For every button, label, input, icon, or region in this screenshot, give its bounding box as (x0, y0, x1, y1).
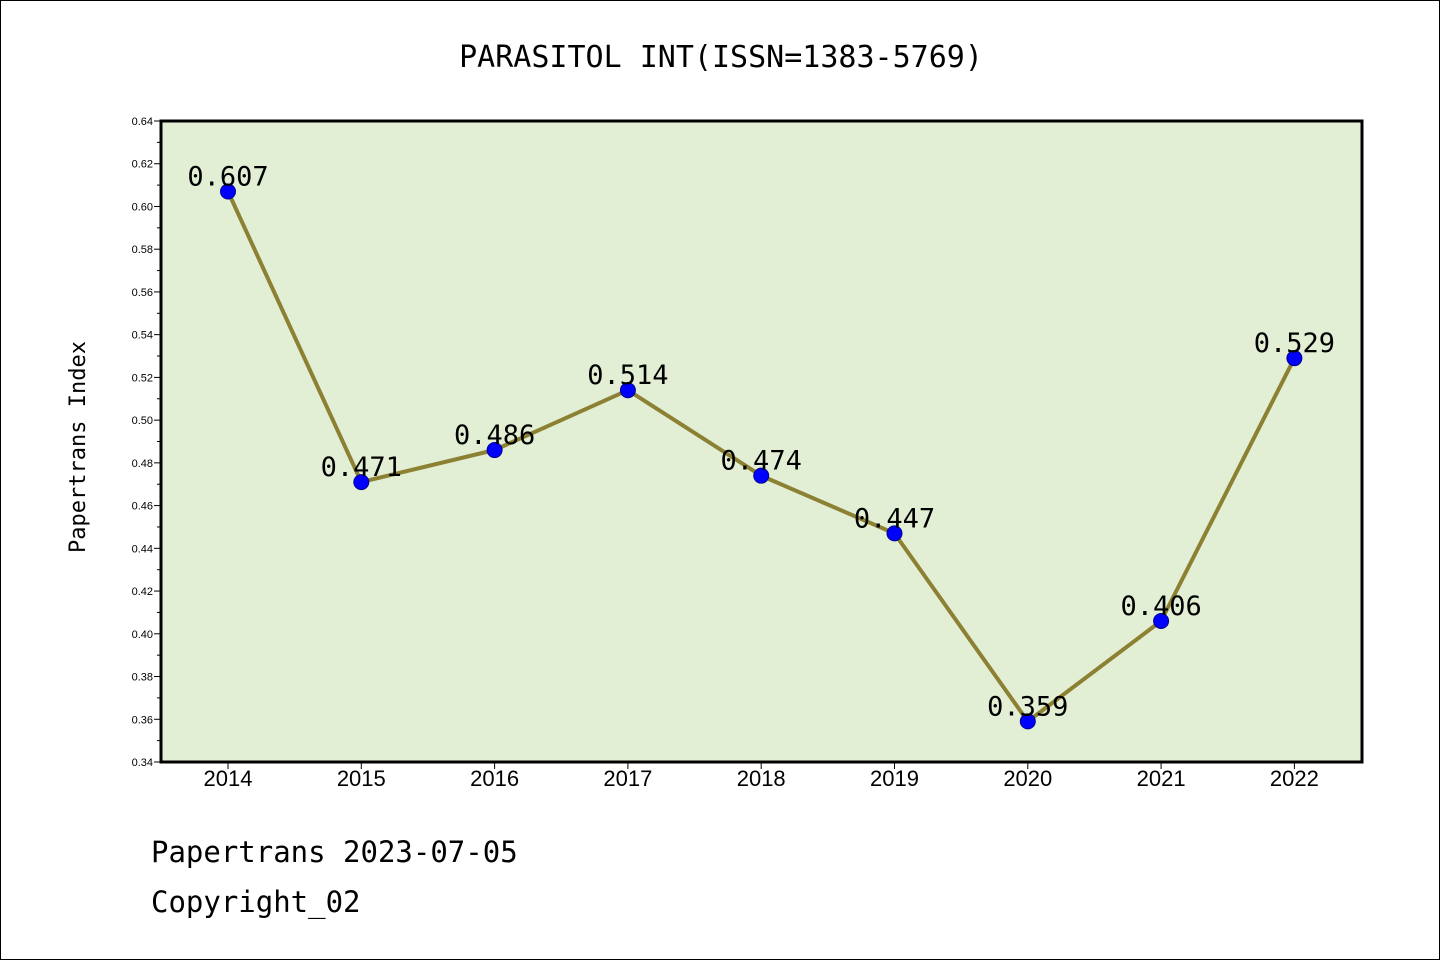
x-tick-label: 2021 (1137, 766, 1186, 791)
y-tick-label: 0.62 (132, 159, 153, 171)
data-label: 0.607 (187, 162, 268, 193)
y-tick-label: 0.52 (132, 372, 153, 384)
data-labels: 0.607 0.471 0.486 0.514 0.474 0.447 0.359 0.406… (187, 162, 1335, 723)
x-tick-label: 2017 (603, 766, 652, 791)
plot-area (161, 121, 1362, 762)
y-tick-label: 0.58 (132, 244, 153, 256)
x-tick-label: 2014 (204, 766, 253, 791)
y-tick-label: 0.64 (132, 116, 153, 128)
x-tick-label: 2022 (1270, 766, 1319, 791)
x-tick-label: 2019 (870, 766, 919, 791)
y-tick-label: 0.48 (132, 458, 153, 470)
footer-date: Papertrans 2023-07-05 (151, 835, 518, 869)
y-tick-label: 0.36 (132, 714, 153, 726)
data-point (486, 442, 503, 459)
data-point (886, 525, 903, 542)
x-tick-label: 2016 (470, 766, 519, 791)
y-tick-label: 0.34 (132, 757, 153, 769)
y-tick-label: 0.56 (132, 287, 153, 299)
y-tick-label: 0.40 (132, 629, 153, 641)
y-tick-label: 0.50 (132, 415, 153, 427)
data-point (619, 382, 636, 399)
data-label: 0.529 (1254, 328, 1335, 359)
data-label: 0.486 (454, 420, 535, 451)
x-axis: 2014 2015 2016 2017 2018 2019 2020 2021 2022 (204, 762, 1319, 791)
y-axis: 0.34 0.36 0.38 0.40 0.42 0.44 0.46 0.48 0.50 0.52… (132, 116, 161, 769)
data-point (1286, 350, 1303, 367)
y-tick-label: 0.38 (132, 672, 153, 684)
data-point (1153, 612, 1170, 629)
data-point (1019, 713, 1036, 730)
data-point (220, 183, 236, 200)
y-tick-label: 0.54 (132, 330, 153, 342)
plot-frame (159, 119, 1364, 764)
y-tick-label: 0.42 (132, 586, 153, 598)
data-point (353, 474, 370, 491)
data-markers (220, 183, 1303, 730)
data-label: 0.406 (1120, 591, 1201, 622)
y-tick-label: 0.60 (132, 201, 153, 213)
data-label: 0.514 (587, 360, 668, 391)
data-point (753, 467, 770, 484)
y-tick-label: 0.46 (132, 501, 153, 513)
x-tick-label: 2015 (337, 766, 386, 791)
data-label: 0.447 (854, 503, 935, 534)
x-tick-label: 2018 (737, 766, 786, 791)
y-axis-label: Papertrans Index (66, 341, 91, 553)
data-label: 0.471 (321, 452, 402, 483)
chart-title: PARASITOL INT(ISSN=1383-5769) (459, 40, 983, 75)
y-tick-label: 0.44 (132, 543, 153, 555)
data-label: 0.474 (721, 446, 802, 477)
footer-copyright: Copyright_02 (151, 885, 361, 919)
x-tick-label: 2020 (1003, 766, 1052, 791)
data-label: 0.359 (987, 691, 1068, 722)
